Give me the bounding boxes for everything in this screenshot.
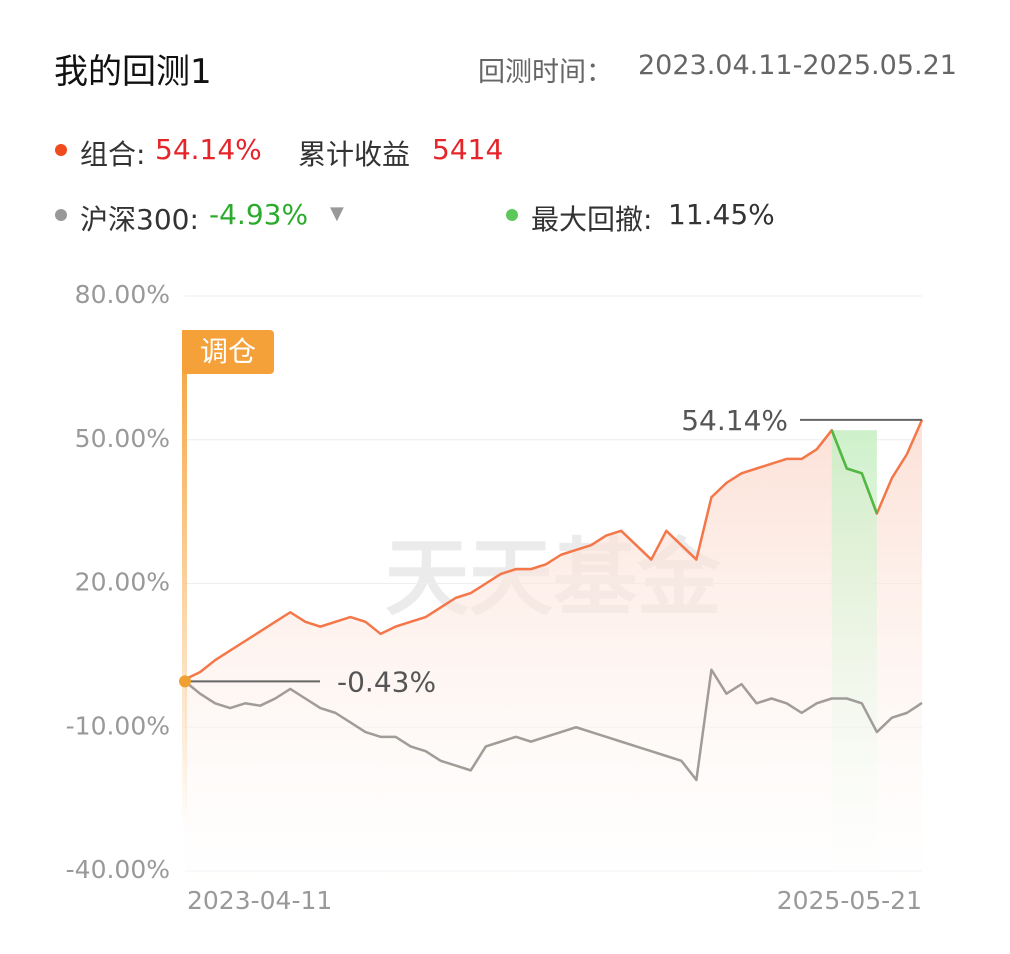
- dropdown-icon[interactable]: ▼: [330, 203, 344, 224]
- series-line: [184, 419, 924, 681]
- legend-value: 54.14%: [155, 133, 262, 166]
- chart: 天天基金-40.00%-10.00%20.00%50.00%80.00%2023…: [66, 280, 924, 915]
- series-line: [830, 429, 879, 514]
- y-tick-label: 80.00%: [75, 280, 170, 309]
- legend-dot: [506, 209, 518, 221]
- drawdown-band: [831, 430, 877, 891]
- legend-label: 最大回撤:: [531, 203, 653, 236]
- legend-dot: [55, 209, 67, 221]
- max-label: 54.14%: [681, 404, 788, 437]
- rebalance-label: 调仓: [200, 335, 256, 368]
- profit-label: 累计收益: [298, 138, 411, 171]
- start-dot: [179, 675, 191, 688]
- period-label: 回测时间：: [478, 57, 613, 88]
- y-tick-label: 20.00%: [75, 568, 170, 597]
- profit-value: 5414: [432, 133, 504, 166]
- y-tick-label: -40.00%: [66, 855, 170, 884]
- legend-label: 沪深300:: [80, 203, 199, 236]
- title: 我的回测1: [54, 52, 212, 92]
- y-tick-label: -10.00%: [66, 711, 170, 740]
- start-label: -0.43%: [337, 665, 436, 698]
- area: [185, 419, 922, 891]
- legend-value: 11.45%: [668, 198, 775, 231]
- header: 我的回测1 回测时间： 2023.04.11-2025.05.21 组合: 54…: [0, 0, 1010, 250]
- rebalance-bar: [182, 330, 187, 830]
- legend-value: -4.93%: [209, 198, 309, 231]
- legend-dot: [55, 144, 67, 156]
- period: 2023.04.11-2025.05.21: [638, 50, 957, 81]
- y-tick-label: 50.00%: [75, 424, 170, 453]
- series-line: [184, 668, 923, 782]
- legend-label: 组合:: [80, 138, 146, 171]
- rebalance-tag: [182, 330, 274, 374]
